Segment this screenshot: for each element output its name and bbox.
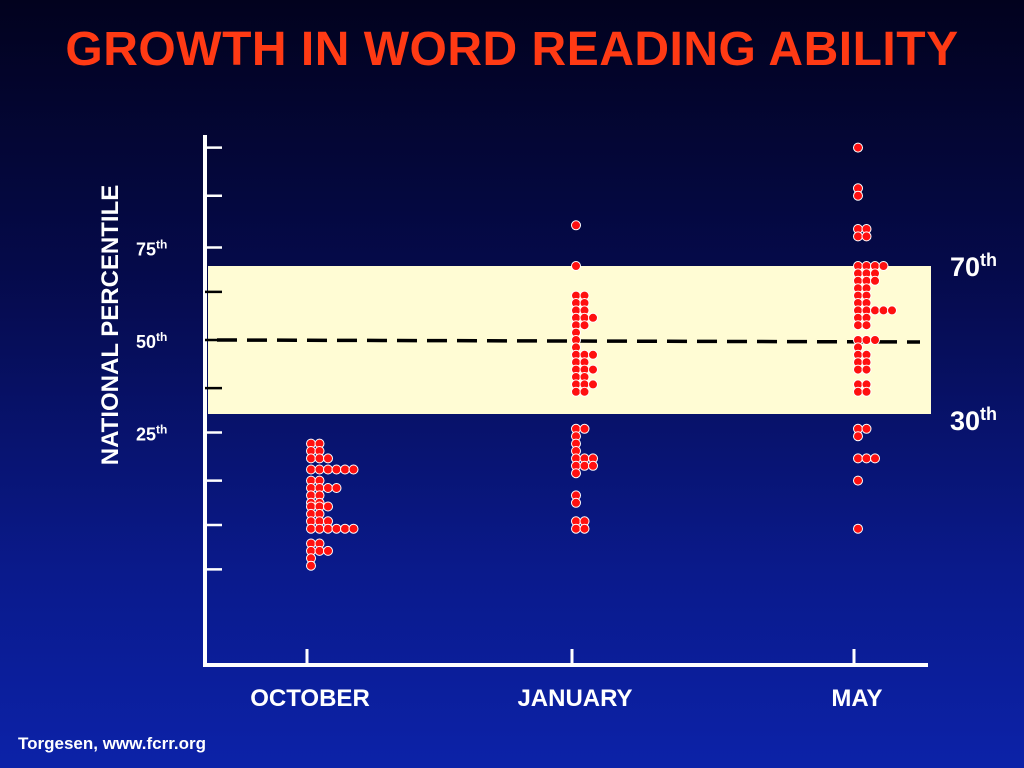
data-point-may-25: [870, 305, 880, 316]
data-point-october-41: [323, 545, 333, 556]
data-point-january-40: [579, 460, 590, 471]
data-point-may-49: [853, 453, 863, 464]
y-label-75: 75th: [136, 238, 167, 260]
data-point-may-45: [861, 386, 872, 397]
data-point-october-12: [348, 464, 359, 475]
data-point-october-31: [306, 523, 316, 534]
data-point-october-4: [306, 453, 316, 464]
data-point-may-26: [878, 305, 889, 316]
data-point-january-42: [571, 468, 581, 479]
source-credit: Torgesen, www.fcrr.org: [18, 734, 206, 753]
data-point-may-50: [861, 453, 872, 464]
data-point-may-48: [853, 431, 863, 442]
data-point-may-41: [861, 364, 872, 375]
x-label-january: JANUARY: [517, 685, 632, 712]
data-point-may-5: [853, 231, 863, 242]
label-layer: OCTOBER JANUARY MAY 75th 50th 25th NATIONAL PE…: [97, 185, 997, 712]
data-point-january-18: [588, 349, 598, 360]
data-point-october-9: [323, 464, 333, 475]
data-point-january-12: [579, 320, 590, 331]
data-point-january-44: [571, 497, 581, 508]
data-point-may-40: [853, 364, 863, 375]
data-point-october-33: [323, 523, 333, 534]
data-point-october-32: [314, 523, 325, 534]
data-point-january-1: [571, 261, 581, 271]
data-point-october-36: [348, 523, 359, 534]
data-point-may-47: [861, 423, 872, 434]
chart-title: GROWTH IN WORD READING ABILITY: [65, 23, 959, 76]
data-point-october-10: [331, 464, 342, 475]
data-point-may-44: [853, 386, 863, 397]
y-label-50: 50th: [136, 330, 167, 352]
data-point-january-41: [588, 460, 598, 471]
data-point-january-0: [571, 220, 581, 231]
data-point-january-47: [571, 523, 581, 534]
band-label-30: 30th: [950, 404, 997, 436]
x-label-october: OCTOBER: [250, 685, 370, 712]
data-point-october-18: [331, 483, 342, 493]
data-point-october-17: [323, 483, 333, 493]
y-axis-title: NATIONAL PERCENTILE: [97, 185, 124, 465]
data-point-may-33: [861, 335, 872, 345]
reference-layer: [216, 338, 921, 344]
data-point-may-52: [853, 475, 863, 486]
data-point-january-23: [588, 364, 598, 375]
data-point-january-48: [579, 523, 590, 534]
data-point-october-43: [306, 560, 316, 571]
data-point-may-53: [853, 523, 863, 534]
data-point-january-29: [571, 386, 581, 397]
data-point-may-16: [870, 275, 880, 286]
data-point-may-2: [853, 190, 863, 201]
data-point-may-51: [870, 453, 880, 464]
data-point-october-8: [314, 464, 325, 475]
band-30-70: [208, 266, 931, 414]
dot-layer: [306, 142, 897, 571]
data-point-october-11: [340, 464, 350, 475]
data-point-october-6: [323, 453, 333, 464]
data-point-january-32: [579, 423, 590, 434]
data-point-may-34: [870, 335, 880, 345]
data-point-may-30: [853, 320, 863, 331]
data-point-may-0: [853, 142, 863, 153]
data-point-january-28: [588, 379, 598, 390]
data-point-october-5: [314, 453, 325, 464]
data-point-may-31: [861, 320, 872, 331]
data-point-october-34: [331, 523, 342, 534]
data-point-october-35: [340, 523, 350, 534]
data-point-january-10: [588, 312, 598, 323]
y-label-25: 25th: [136, 423, 167, 445]
data-point-may-10: [878, 261, 889, 271]
axis-layer: [203, 135, 928, 667]
band-layer: [208, 266, 931, 414]
data-point-may-6: [861, 231, 872, 242]
reference-line-50th: [216, 338, 921, 344]
data-point-october-7: [306, 464, 316, 475]
x-label-may: MAY: [831, 685, 882, 712]
data-point-october-40: [314, 545, 325, 556]
band-label-70: 70th: [950, 250, 997, 282]
data-point-october-25: [323, 501, 333, 512]
data-point-may-27: [887, 305, 897, 316]
data-point-january-30: [579, 386, 590, 397]
